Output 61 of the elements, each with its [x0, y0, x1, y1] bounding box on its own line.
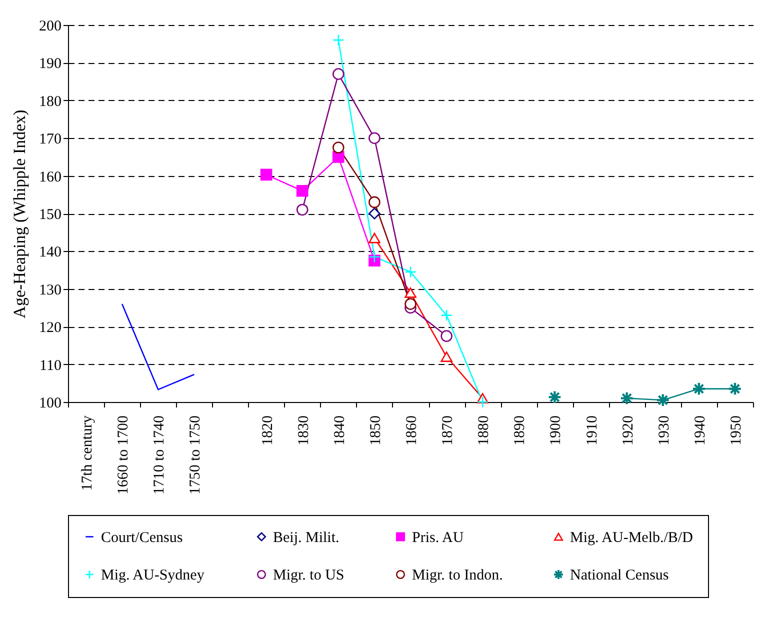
point — [693, 382, 705, 395]
x-tick-label: 1850 — [368, 416, 384, 446]
point — [548, 391, 561, 403]
point — [620, 392, 633, 404]
point — [260, 168, 272, 181]
point — [368, 196, 380, 208]
x-tick-label: 1950 — [728, 416, 744, 446]
legend-label: Migr. to Indon. — [412, 568, 503, 584]
x-tick-label: 1820 — [260, 416, 276, 446]
point — [332, 68, 344, 80]
point — [656, 394, 669, 406]
y-tick-label: 200 — [39, 18, 62, 34]
legend-label: Pris. AU — [412, 530, 464, 546]
point — [440, 309, 452, 322]
point — [440, 330, 452, 342]
x-tick-label: 1710 to 1740 — [152, 416, 168, 495]
legend-label: Migr. to US — [273, 568, 344, 584]
point — [368, 232, 380, 244]
x-tick-label: 1940 — [692, 416, 708, 446]
x-tick-label: 1750 to 1750 — [188, 416, 204, 495]
y-tick-label: 100 — [39, 396, 62, 412]
x-tick-label: 1860 — [404, 416, 420, 446]
legend-label: Mig. AU-Sydney — [101, 568, 205, 584]
x-tick-label: 1910 — [584, 416, 600, 446]
y-tick-label: 120 — [39, 320, 62, 336]
point — [368, 250, 380, 263]
x-tick-label: 1660 to 1700 — [116, 416, 132, 495]
point — [368, 132, 380, 144]
point — [404, 266, 416, 278]
x-tick-label: 1880 — [476, 416, 492, 446]
point — [404, 287, 416, 298]
y-tick-label: 150 — [39, 207, 62, 223]
point — [729, 382, 741, 395]
legend-label: Court/Census — [101, 530, 183, 546]
x-tick-label: 1890 — [512, 416, 528, 446]
y-tick-label: 180 — [39, 94, 62, 110]
x-tick-label: 1930 — [656, 416, 672, 446]
y-axis-title: Age-Heaping (Whipple Index) — [10, 110, 29, 318]
point — [404, 298, 416, 310]
y-tick-label: 130 — [39, 282, 62, 298]
x-tick-label: 1900 — [548, 416, 564, 446]
x-tick-label: 1830 — [296, 416, 312, 446]
x-tick-label: 1870 — [440, 416, 456, 446]
y-tick-label: 160 — [39, 169, 62, 186]
legend-label: Mig. AU-Melb./B/D — [570, 530, 694, 546]
point — [296, 204, 308, 216]
y-tick-label: 170 — [39, 132, 62, 148]
point — [332, 34, 344, 46]
point — [440, 352, 452, 362]
x-tick-label: 17th century — [80, 415, 96, 491]
point — [368, 208, 380, 220]
point — [476, 396, 488, 408]
point — [332, 142, 344, 154]
x-tick-label: 1920 — [620, 416, 636, 446]
y-tick-label: 190 — [39, 56, 62, 72]
x-tick-label: 1840 — [332, 416, 348, 446]
y-tick-label: 110 — [40, 358, 62, 374]
point — [296, 184, 308, 197]
legend-label: National Census — [570, 568, 669, 584]
y-tick-label: 140 — [39, 244, 62, 261]
legend-label: Beij. Milit. — [273, 530, 340, 546]
